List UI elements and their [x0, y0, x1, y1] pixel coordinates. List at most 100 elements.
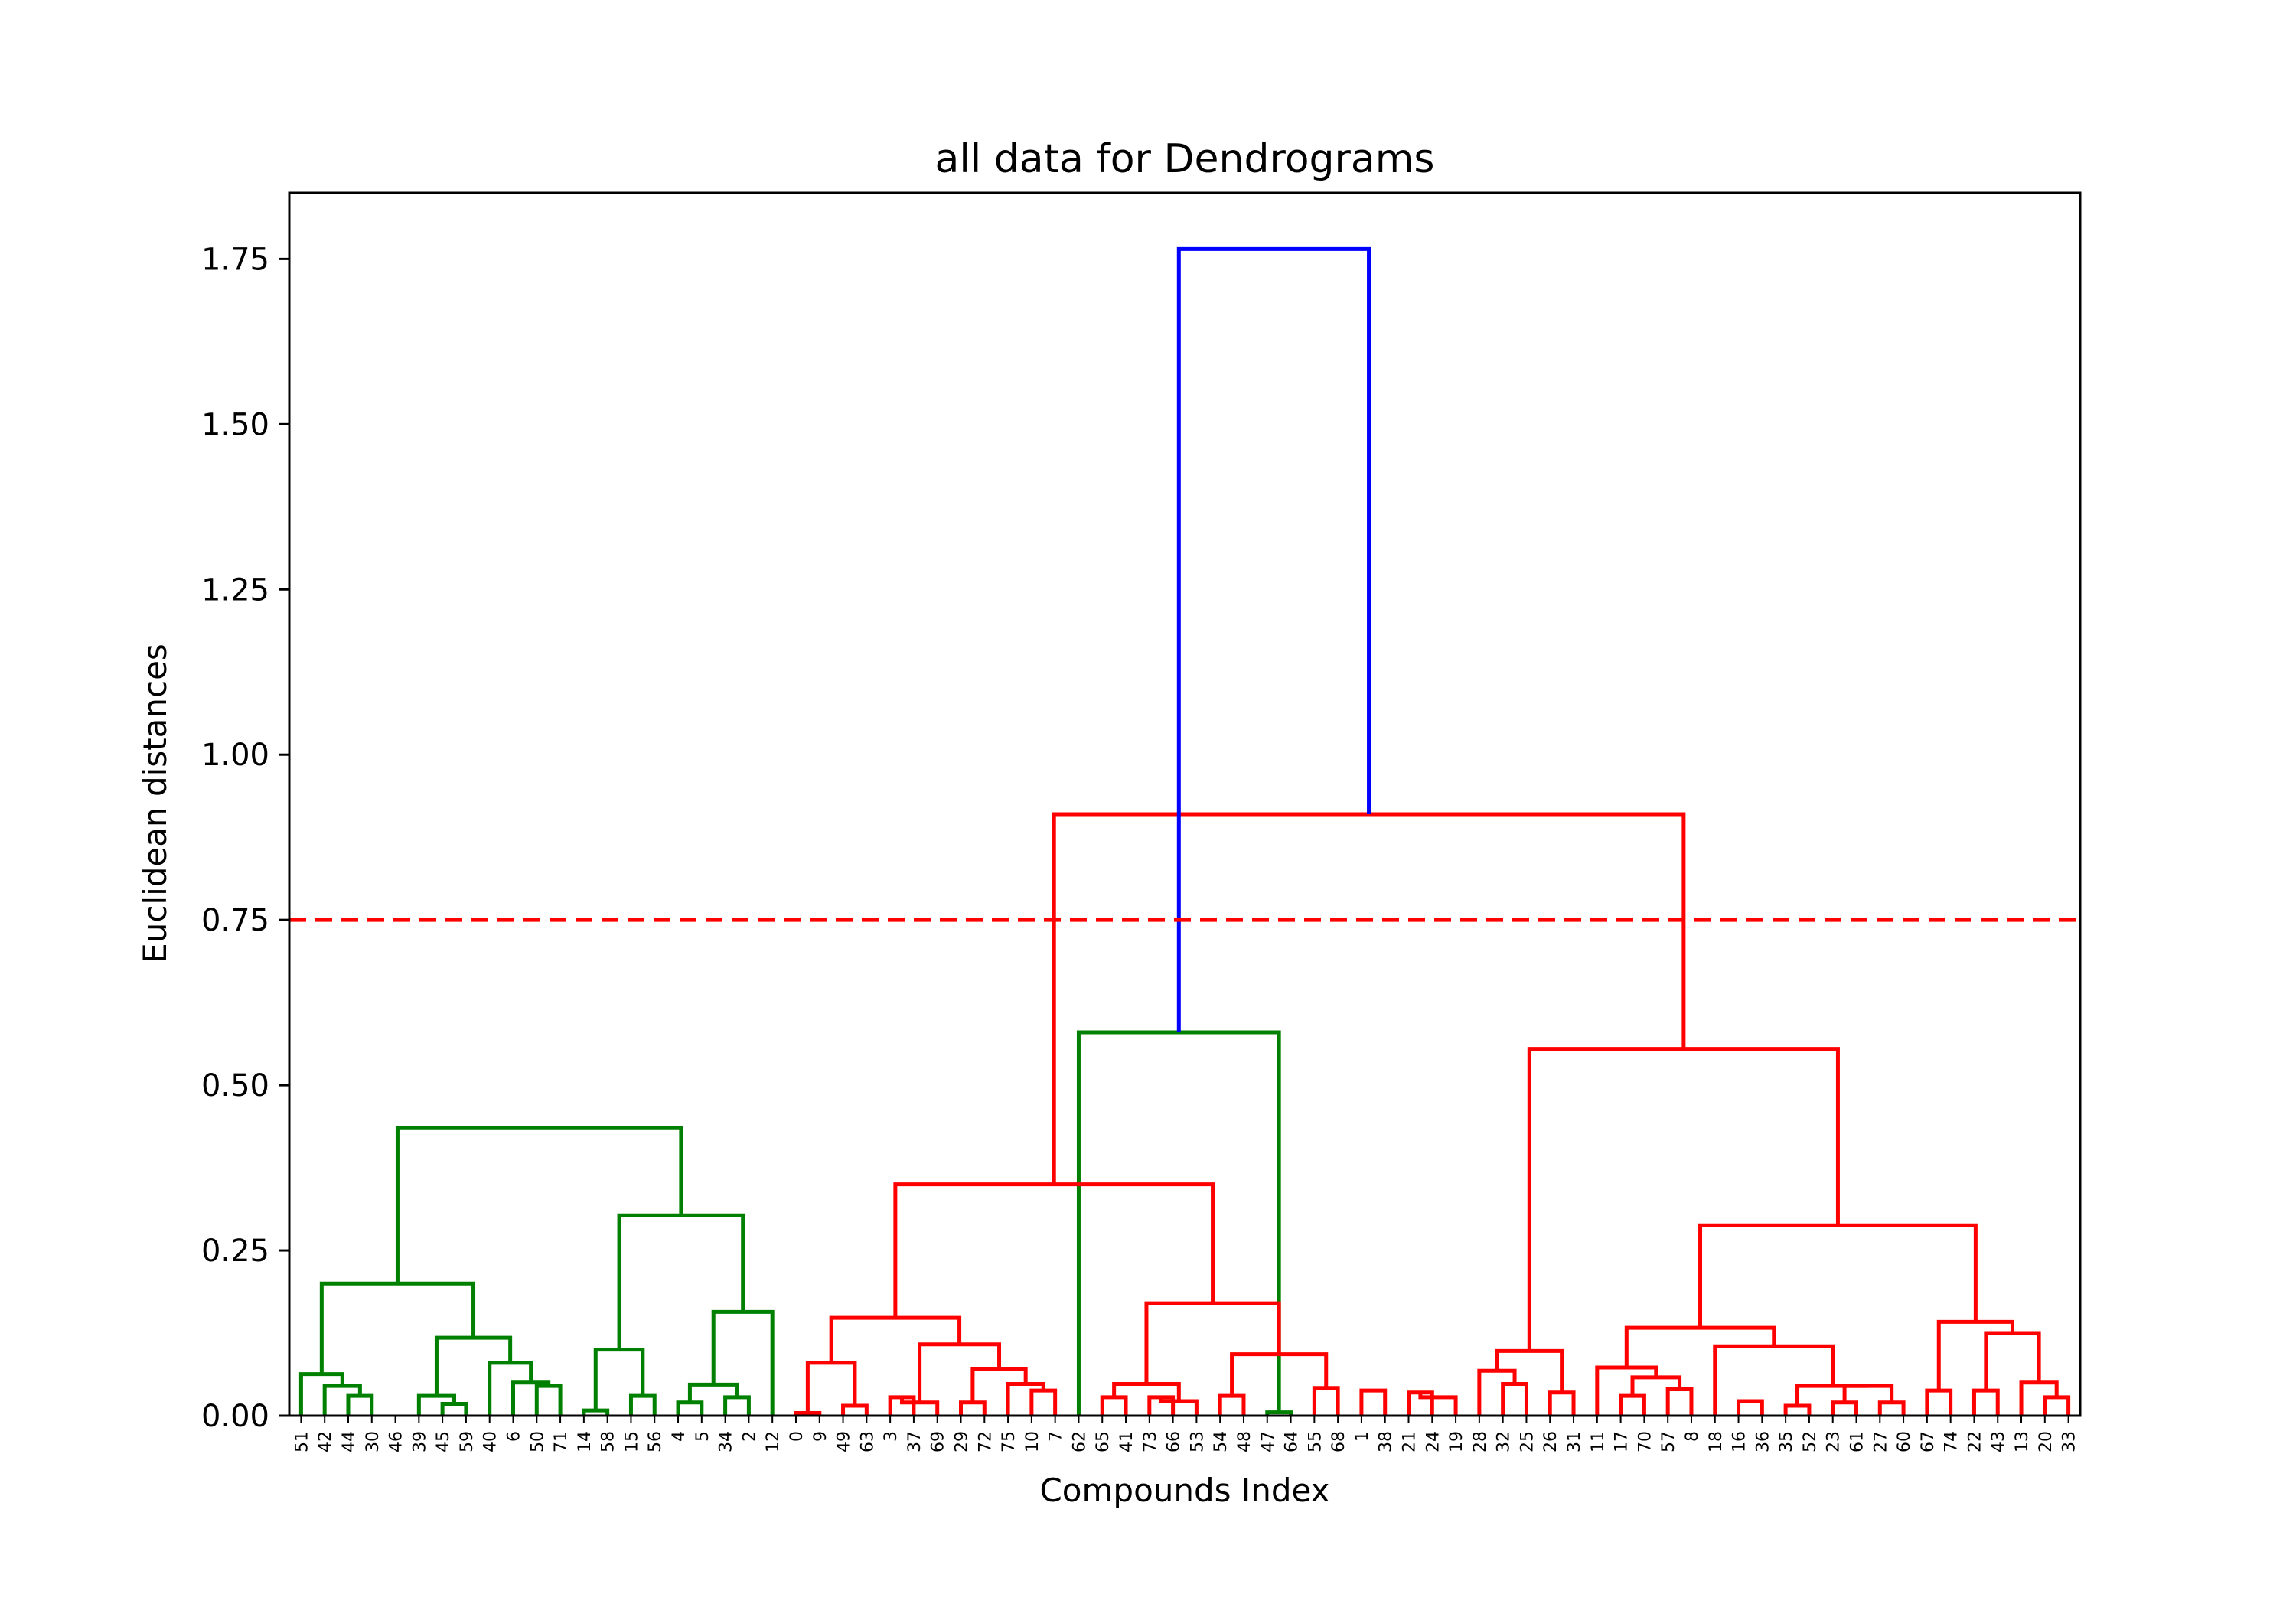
dendrogram-link — [582, 1408, 610, 1416]
dendrogram-link — [2019, 1380, 2059, 1416]
x-tick-label: 28 — [1471, 1431, 1490, 1452]
x-tick-label: 22 — [1965, 1431, 1985, 1452]
dendrogram-link — [434, 1335, 513, 1397]
dendrogram-link — [1842, 1384, 1894, 1403]
dendrogram-link — [1984, 1331, 2041, 1391]
dendrogram-link — [805, 1361, 857, 1413]
x-tick-label: 1 — [1353, 1431, 1372, 1442]
x-axis: 51 42 44 30 46 39 45 59 40 6 50 71 14 58 15 56 4 5 34 2 12 0 9… — [292, 1416, 2079, 1452]
dendrogram-link — [1665, 1387, 1694, 1416]
chart-title: all data for Dendrograms — [934, 136, 1434, 182]
x-tick-label: 42 — [316, 1431, 335, 1452]
x-tick-label: 66 — [1165, 1431, 1184, 1452]
y-tick-label: 1.25 — [201, 572, 269, 608]
dendrogram-link — [970, 1367, 1028, 1403]
dendrogram-link — [711, 1309, 775, 1416]
dendrogram-link — [1630, 1375, 1682, 1397]
x-tick-label: 5 — [693, 1431, 713, 1442]
dendrogram-link — [593, 1348, 645, 1411]
x-tick-label: 20 — [2037, 1431, 2056, 1452]
x-tick-label: 14 — [576, 1431, 595, 1452]
x-tick-label: 29 — [953, 1431, 972, 1452]
x-tick-label: 74 — [1942, 1431, 1962, 1452]
x-tick-label: 48 — [1235, 1431, 1254, 1452]
dendrogram-link — [1527, 1047, 1840, 1351]
x-tick-label: 41 — [1117, 1431, 1137, 1452]
x-tick-label: 58 — [599, 1431, 618, 1452]
x-tick-label: 27 — [1871, 1431, 1890, 1452]
x-tick-label: 44 — [340, 1431, 359, 1452]
x-tick-label: 0 — [788, 1431, 807, 1442]
dendrogram-link — [841, 1403, 869, 1416]
dendrogram-link — [1925, 1388, 1953, 1416]
x-tick-label: 16 — [1730, 1431, 1750, 1452]
dendrogram-link — [628, 1393, 657, 1416]
x-tick-label: 13 — [2013, 1431, 2032, 1452]
dendrogram-link — [1971, 1388, 2000, 1416]
x-tick-label: 52 — [1801, 1431, 1820, 1452]
x-tick-label: 24 — [1424, 1431, 1443, 1452]
x-tick-label: 47 — [1259, 1431, 1278, 1452]
dendrogram-link — [888, 1395, 916, 1416]
dendrogram-link — [1112, 1382, 1181, 1401]
x-tick-label: 73 — [1141, 1431, 1160, 1452]
x-tick-label: 75 — [1000, 1431, 1019, 1452]
x-tick-label: 33 — [2060, 1431, 2079, 1452]
y-tick-label: 1.75 — [201, 242, 269, 277]
dendrogram-link — [1477, 1368, 1517, 1416]
x-tick-label: 60 — [1895, 1431, 1914, 1452]
dendrogram-link — [298, 1372, 344, 1416]
dendrogram-link — [1548, 1390, 1576, 1416]
x-tick-label: 63 — [858, 1431, 877, 1452]
dendrogram-link — [1418, 1392, 1458, 1416]
x-tick-label: 45 — [434, 1431, 453, 1452]
dendrogram-links — [298, 246, 2071, 1416]
x-tick-label: 26 — [1541, 1431, 1561, 1452]
x-tick-label: 39 — [410, 1431, 429, 1452]
x-tick-label: 54 — [1212, 1431, 1231, 1452]
x-tick-label: 56 — [646, 1431, 665, 1452]
dendrogram-link — [1495, 1348, 1564, 1393]
dendrogram-link — [1144, 1301, 1281, 1384]
dendrogram-link — [1147, 1395, 1176, 1416]
dendrogram-link — [1698, 1223, 1978, 1328]
x-tick-label: 2 — [740, 1431, 759, 1442]
x-tick-label: 65 — [1094, 1431, 1113, 1452]
x-tick-label: 23 — [1825, 1431, 1844, 1452]
plot-frame — [288, 191, 2082, 1417]
x-tick-label: 15 — [622, 1431, 641, 1452]
dendrogram-link — [1624, 1325, 1776, 1367]
dendrogram-link — [1076, 1030, 1281, 1416]
y-tick-label: 0.25 — [201, 1234, 269, 1269]
x-tick-label: 70 — [1636, 1431, 1655, 1452]
dendrogram-link — [1501, 1382, 1528, 1416]
dendrogram-link — [1230, 1352, 1329, 1397]
x-tick-label: 31 — [1565, 1431, 1584, 1452]
dendrogram-link — [1100, 1395, 1128, 1416]
x-tick-label: 49 — [835, 1431, 854, 1452]
dendrogram-link — [2043, 1395, 2071, 1416]
x-tick-label: 3 — [882, 1431, 901, 1442]
x-tick-label: 4 — [670, 1431, 689, 1442]
x-tick-label: 19 — [1447, 1431, 1466, 1452]
x-tick-label: 69 — [929, 1431, 948, 1452]
x-tick-label: 30 — [364, 1431, 383, 1452]
x-tick-label: 34 — [717, 1431, 736, 1452]
x-tick-label: 51 — [292, 1431, 311, 1452]
x-tick-label: 71 — [552, 1431, 571, 1452]
y-tick-label: 0.75 — [201, 903, 269, 938]
dendrogram-link — [1218, 1393, 1246, 1416]
dendrogram-link — [395, 1126, 683, 1284]
x-axis-label: Compounds Index — [1039, 1472, 1329, 1509]
x-tick-label: 36 — [1753, 1431, 1773, 1452]
y-tick-label: 1.50 — [201, 407, 269, 442]
y-tick-label: 1.00 — [201, 738, 269, 773]
x-tick-label: 67 — [1919, 1431, 1938, 1452]
x-tick-label: 21 — [1401, 1431, 1420, 1452]
x-tick-label: 68 — [1329, 1431, 1349, 1452]
x-tick-label: 32 — [1495, 1431, 1514, 1452]
dendrogram-link — [1783, 1403, 1812, 1416]
y-tick-label: 0.00 — [201, 1399, 269, 1434]
dendrogram-link — [676, 1400, 704, 1416]
